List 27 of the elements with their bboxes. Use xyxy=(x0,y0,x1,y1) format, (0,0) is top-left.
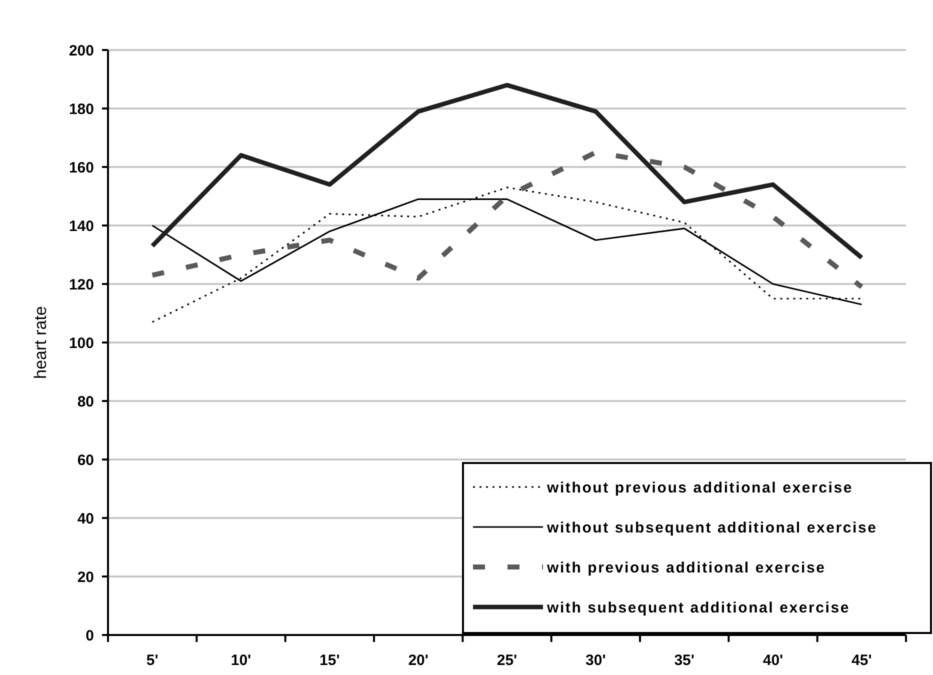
y-tick-label: 200 xyxy=(68,42,94,60)
line-series xyxy=(150,82,864,260)
legend-label: with previous additional exercise xyxy=(546,559,826,576)
y-tick-label: 60 xyxy=(77,452,94,469)
x-tick-label: 20' xyxy=(408,652,428,669)
x-tick-label: 10' xyxy=(230,652,252,669)
line-series xyxy=(152,186,862,323)
y-tick-label: 80 xyxy=(77,393,94,410)
y-tick-label: 40 xyxy=(77,510,94,528)
x-tick-label: 30' xyxy=(586,652,606,669)
x-tick-label: 40' xyxy=(762,652,784,669)
y-tick-label: 0 xyxy=(86,627,94,644)
x-tick-label: 35' xyxy=(674,652,694,669)
y-tick-label: 20 xyxy=(77,568,94,586)
y-tick-label: 120 xyxy=(68,276,94,294)
x-tick-label: 15' xyxy=(320,652,340,669)
y-tick-label: 180 xyxy=(68,100,94,118)
x-tick-label: 5' xyxy=(146,652,158,669)
x-tick-label: 45' xyxy=(852,652,872,669)
legend-label: with subsequent additional exercise xyxy=(546,599,850,616)
legend-label: without subsequent additional exercise xyxy=(546,519,878,536)
y-tick-label: 100 xyxy=(68,334,94,352)
y-tick-label: 160 xyxy=(68,159,94,176)
y-tick-label: 140 xyxy=(68,218,94,235)
x-tick-label: 25' xyxy=(496,652,518,669)
legend-label: without previous additional exercise xyxy=(546,479,854,496)
y-axis-title: heart rate xyxy=(31,306,50,379)
